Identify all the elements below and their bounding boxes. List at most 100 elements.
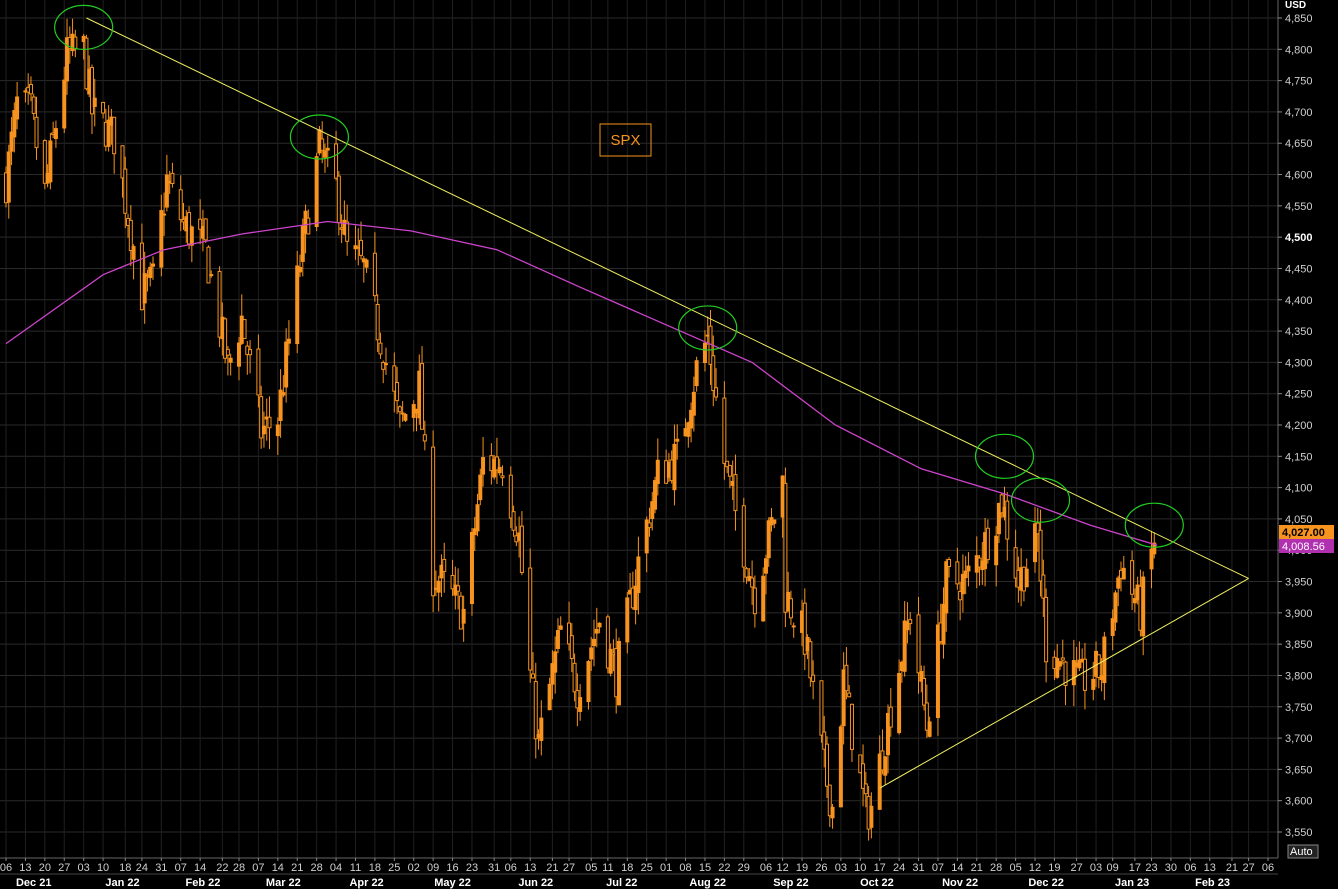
- x-day-label: 14: [951, 862, 963, 874]
- candle-body: [1091, 678, 1096, 690]
- candle-body: [336, 175, 341, 224]
- x-day-label: 29: [738, 862, 750, 874]
- candle-body: [89, 67, 94, 115]
- candle-body: [334, 143, 339, 179]
- y-tick-label: 3,900: [1285, 608, 1313, 620]
- candle-body: [395, 381, 400, 402]
- candle-body: [206, 246, 211, 284]
- x-day-label: 24: [136, 862, 148, 874]
- candle-body: [1013, 547, 1018, 579]
- last-price-tag: 4,027.00: [1279, 525, 1334, 539]
- candle-body: [714, 387, 719, 398]
- candle-body: [750, 577, 755, 588]
- candle-body: [675, 438, 680, 442]
- candle-body: [128, 219, 133, 252]
- candle-body: [625, 597, 630, 643]
- x-day-label: 04: [330, 862, 342, 874]
- candle-body: [569, 635, 574, 659]
- candle-body: [791, 625, 796, 628]
- x-day-label: 13: [1204, 862, 1216, 874]
- candle-body: [908, 619, 913, 625]
- candle-body: [1152, 542, 1157, 555]
- y-tick-label: 4,450: [1285, 263, 1313, 275]
- x-day-label: 07: [175, 862, 187, 874]
- candle-body: [472, 528, 477, 536]
- x-day-label: 23: [466, 862, 478, 874]
- candle-body: [927, 721, 932, 737]
- x-day-label: 02: [408, 862, 420, 874]
- ma-line: [5, 220, 1158, 546]
- candle-body: [436, 580, 441, 593]
- candle-body: [869, 805, 874, 828]
- candle-body: [461, 608, 466, 624]
- candle-body: [1038, 529, 1043, 582]
- x-day-label: 19: [1048, 862, 1060, 874]
- candle-body: [256, 348, 261, 396]
- candle-body: [960, 573, 965, 595]
- ma-last-tag: 4,008.56: [1279, 539, 1334, 553]
- candle-body: [306, 217, 311, 235]
- candle-body: [883, 756, 888, 776]
- x-day-label: 28: [990, 862, 1002, 874]
- candle-body: [1057, 661, 1062, 667]
- x-day-label: 03: [78, 862, 90, 874]
- x-day-label: 03: [835, 862, 847, 874]
- x-day-label: 20: [39, 862, 51, 874]
- candle-body: [725, 460, 730, 468]
- candle-body: [689, 409, 694, 429]
- candle-body: [1082, 658, 1087, 691]
- candle-body: [325, 147, 330, 151]
- candle-body: [597, 622, 602, 628]
- candle-body: [53, 128, 58, 140]
- candle-body: [672, 443, 677, 491]
- candle-body: [955, 561, 960, 585]
- candle-body: [1041, 574, 1046, 599]
- x-day-label: 15: [699, 862, 711, 874]
- y-tick-label: 4,600: [1285, 170, 1313, 182]
- candle-body: [733, 474, 738, 512]
- candle-body: [567, 622, 572, 645]
- x-day-label: 11: [350, 862, 361, 874]
- candle-body: [1060, 657, 1065, 661]
- x-day-label: 31: [912, 862, 924, 874]
- candle-body: [553, 651, 558, 673]
- candle-body: [844, 664, 849, 692]
- candle-body: [655, 459, 660, 485]
- x-day-label: 19: [796, 862, 808, 874]
- candle-body: [123, 168, 128, 214]
- moving-average-series: [5, 220, 1158, 546]
- y-tick-label: 4,100: [1285, 483, 1313, 495]
- auto-button[interactable]: Auto: [1287, 844, 1319, 859]
- highlight-circle: [54, 4, 114, 50]
- candle-body: [1096, 654, 1101, 678]
- y-tick-label: 4,650: [1285, 138, 1313, 150]
- candle-body: [644, 519, 649, 554]
- candle-body: [763, 558, 768, 574]
- x-day-label: 18: [119, 862, 131, 874]
- candle-body: [530, 673, 535, 679]
- candle-body: [9, 131, 14, 152]
- candle-body: [861, 763, 866, 789]
- candle-body: [772, 519, 777, 524]
- candle-body: [73, 36, 78, 50]
- candle-body: [1055, 658, 1060, 678]
- x-day-label: 07: [252, 862, 264, 874]
- candle-body: [159, 210, 164, 268]
- x-month-label: May 22: [434, 877, 471, 889]
- candle-body: [198, 218, 203, 230]
- candle-body: [744, 568, 749, 578]
- x-day-label: 21: [971, 862, 983, 874]
- x-day-label: 01: [660, 862, 672, 874]
- candle-body: [849, 703, 854, 750]
- x-month-label: Apr 22: [349, 877, 383, 889]
- candle-body: [259, 396, 264, 439]
- candle-body: [223, 318, 228, 359]
- candle-body: [1063, 661, 1068, 687]
- y-tick-label: 3,850: [1285, 639, 1313, 651]
- x-month-label: Feb 22: [185, 877, 220, 889]
- x-day-label: 11: [602, 862, 613, 874]
- x-month-label: Aug 22: [689, 877, 726, 889]
- candle-body: [508, 474, 513, 519]
- x-day-label: 27: [1242, 862, 1254, 874]
- candle-body: [178, 189, 183, 221]
